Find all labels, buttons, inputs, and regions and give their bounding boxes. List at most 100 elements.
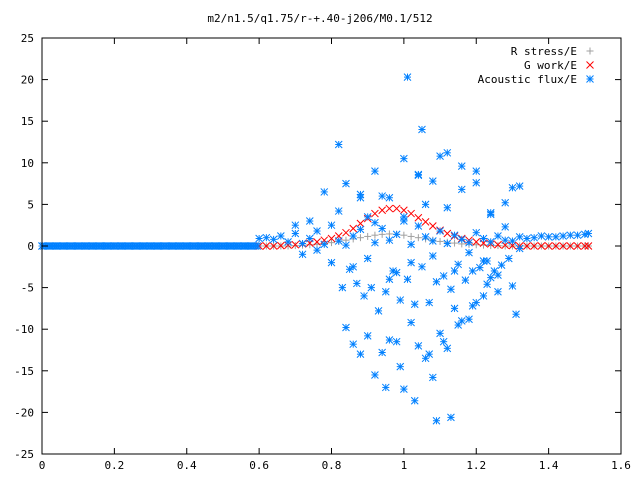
data-point (371, 218, 379, 227)
data-point (537, 232, 546, 240)
data-point (425, 298, 434, 307)
data-point (537, 242, 546, 250)
data-point (367, 283, 376, 292)
y-tick-label: 15 (21, 115, 34, 128)
data-point (356, 350, 365, 359)
data-point (414, 222, 423, 230)
data-point (584, 242, 593, 250)
data-point (432, 277, 441, 286)
data-point (447, 285, 455, 294)
data-point (342, 228, 350, 237)
y-tick-label: 5 (27, 198, 34, 211)
data-point (342, 323, 350, 332)
data-point (381, 287, 390, 296)
data-point (479, 234, 488, 243)
data-point (486, 237, 495, 246)
data-point (465, 238, 473, 247)
data-point (378, 192, 387, 200)
data-point (334, 207, 343, 215)
data-point (291, 240, 300, 249)
data-point (544, 232, 553, 241)
y-tick-label: -20 (14, 406, 34, 419)
data-point (566, 231, 575, 240)
data-point (501, 236, 510, 245)
data-point (407, 240, 415, 249)
data-point (515, 244, 524, 253)
data-point (486, 210, 495, 219)
data-point (320, 188, 329, 196)
data-point (327, 221, 336, 230)
data-point (421, 200, 430, 209)
data-point (396, 296, 405, 304)
x-tick-label: 0.6 (249, 459, 269, 472)
data-point (305, 234, 314, 243)
legend-label: G work/E (524, 59, 577, 72)
data-point (468, 302, 477, 310)
data-point (306, 241, 314, 249)
data-point (515, 182, 524, 190)
data-point (566, 242, 575, 250)
data-point (494, 242, 502, 250)
data-point (544, 242, 553, 250)
data-point (494, 240, 502, 249)
data-point (342, 179, 350, 188)
chart-title: m2/n1.5/q1.75/r-+.40-j206/M0.1/512 (207, 12, 432, 25)
data-point (523, 234, 531, 243)
data-point (385, 193, 394, 202)
data-point (400, 385, 408, 393)
y-tick-label: 25 (21, 32, 34, 45)
data-point (512, 310, 520, 319)
data-point (381, 383, 390, 392)
data-point (483, 280, 491, 289)
data-point (262, 242, 271, 250)
data-point (334, 237, 343, 245)
data-point (298, 250, 307, 259)
data-point (360, 292, 368, 300)
data-point (363, 254, 372, 263)
data-point (313, 246, 321, 255)
data-point (389, 267, 397, 275)
data-point (465, 248, 473, 257)
legend-marker (586, 75, 594, 83)
legend-marker (586, 61, 594, 69)
data-point (371, 167, 379, 175)
data-point (436, 329, 444, 338)
data-point (461, 276, 470, 284)
data-point (371, 238, 379, 247)
data-point (305, 217, 314, 225)
y-tick-label: -10 (14, 323, 34, 336)
x-tick-label: 0 (39, 459, 46, 472)
data-point (515, 232, 524, 241)
data-point (508, 237, 517, 245)
data-point (320, 240, 329, 249)
data-point (396, 362, 405, 371)
data-point (364, 232, 372, 240)
data-point (425, 350, 434, 359)
data-point (552, 242, 560, 250)
data-point (451, 239, 459, 247)
data-point (418, 125, 426, 134)
data-point (298, 239, 307, 248)
data-point (472, 237, 481, 246)
x-tick-label: 0.4 (177, 459, 197, 472)
data-point (385, 336, 394, 344)
data-point (253, 242, 262, 250)
data-point (573, 242, 582, 250)
data-point (421, 218, 430, 226)
data-point (436, 152, 444, 160)
y-tick-label: -15 (14, 365, 34, 378)
legend-label: R stress/E (511, 45, 577, 58)
data-point (356, 225, 365, 234)
data-point (276, 232, 285, 240)
data-point (400, 154, 408, 163)
x-tick-label: 0.8 (322, 459, 342, 472)
data-point (407, 232, 415, 240)
data-point (436, 237, 444, 245)
data-point (454, 260, 463, 269)
data-point (457, 235, 466, 244)
data-point (457, 185, 466, 194)
data-point (284, 237, 292, 246)
data-point (378, 348, 387, 357)
data-point (472, 167, 481, 175)
